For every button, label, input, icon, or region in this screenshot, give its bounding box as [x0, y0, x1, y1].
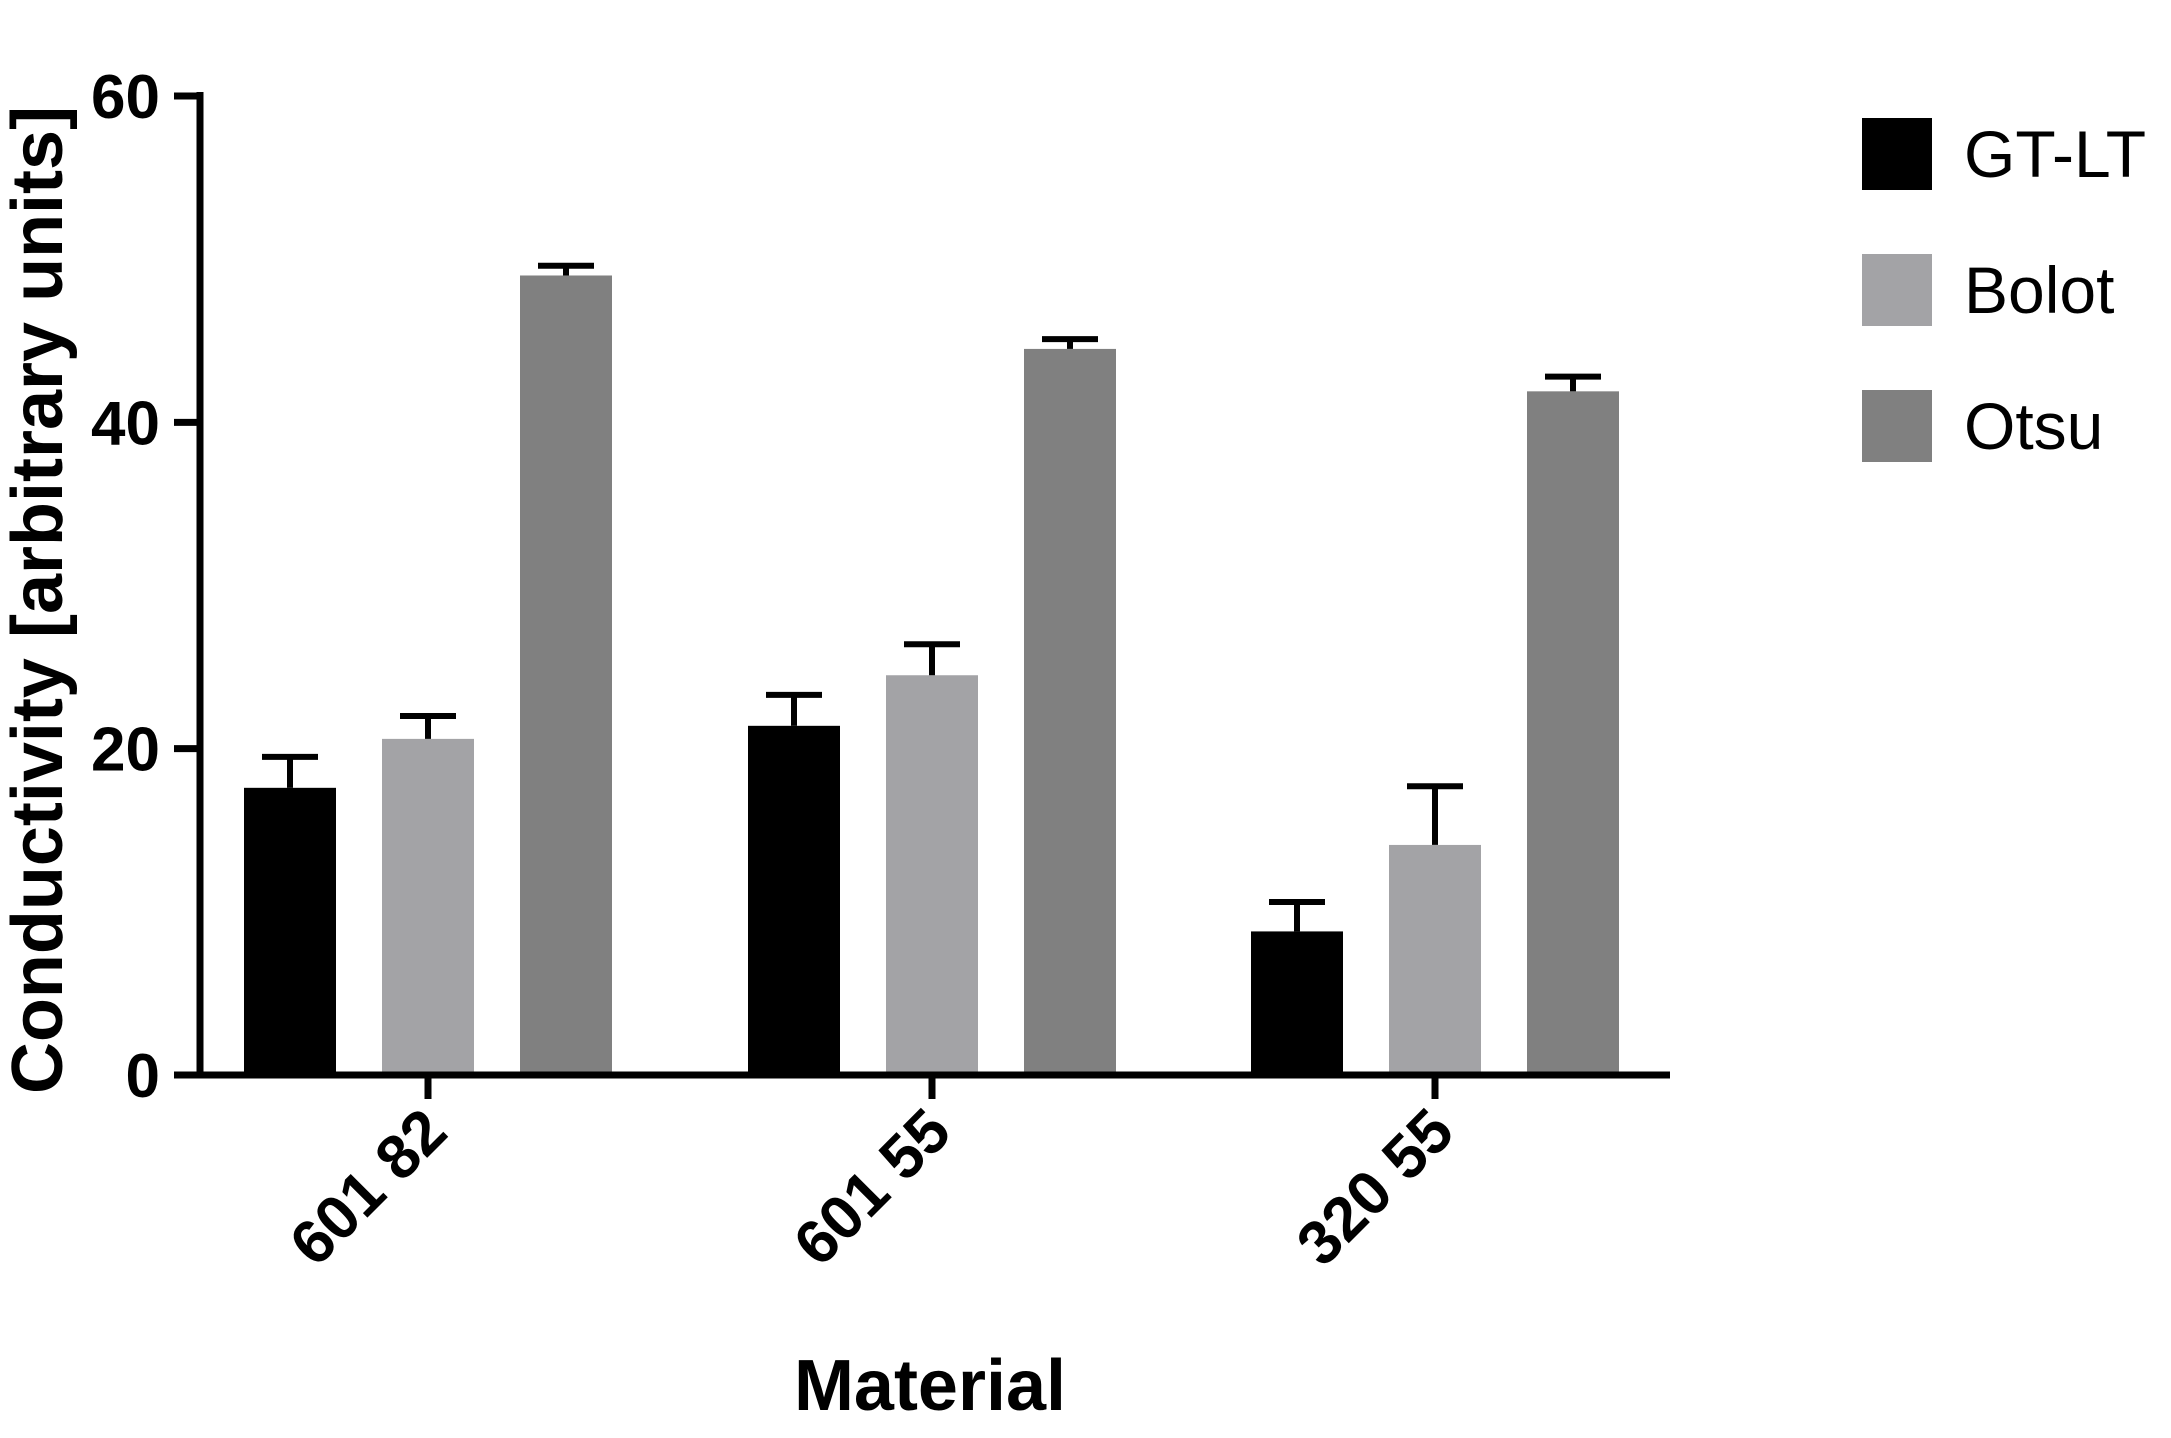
- bar: [520, 275, 612, 1075]
- legend-swatch: [1862, 118, 1932, 190]
- legend-label: GT-LT: [1964, 117, 2146, 191]
- axes-layer: [174, 92, 1670, 1099]
- bar: [886, 675, 978, 1075]
- x-tick-label: 320 55: [1284, 1096, 1467, 1279]
- legend: GT-LT Bolot Otsu: [1862, 117, 2146, 463]
- legend-label: Bolot: [1964, 253, 2114, 327]
- bars-layer: [244, 262, 1619, 1075]
- bar: [1389, 844, 1481, 1075]
- x-tick-label: 601 55: [781, 1096, 964, 1279]
- bar: [1527, 391, 1619, 1075]
- x-axis-title: Material: [794, 1346, 1066, 1426]
- y-tick-label: 40: [91, 389, 160, 458]
- x-tick-label: 601 82: [277, 1096, 460, 1279]
- bar: [244, 787, 336, 1075]
- bar: [1251, 931, 1343, 1075]
- y-tick-label: 60: [91, 63, 160, 132]
- labels-layer: Conductivity [arbitrary units] Material …: [0, 63, 1467, 1426]
- legend-swatch: [1862, 254, 1932, 326]
- bar: [748, 725, 840, 1075]
- bar: [382, 738, 474, 1075]
- y-tick-label: 20: [91, 716, 160, 785]
- y-tick-label: 0: [126, 1042, 160, 1111]
- legend-label: Otsu: [1964, 389, 2103, 463]
- legend-swatch: [1862, 390, 1932, 462]
- y-axis-title: Conductivity [arbitrary units]: [0, 106, 78, 1094]
- bar: [1024, 348, 1116, 1075]
